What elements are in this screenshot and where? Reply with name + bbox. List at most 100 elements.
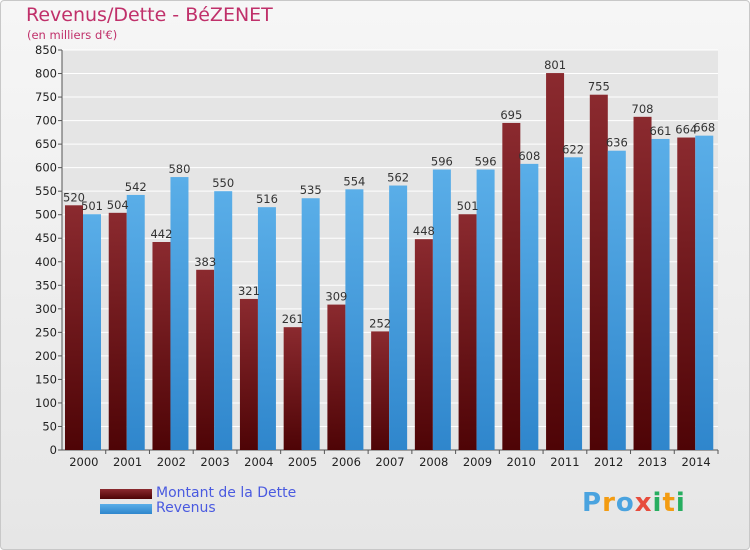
x-tick-label: 2003	[200, 455, 229, 469]
value-label: 516	[256, 192, 278, 206]
legend-swatch-dette	[100, 489, 152, 499]
value-label: 550	[212, 176, 234, 190]
x-tick-label: 2006	[332, 455, 361, 469]
proxiti-logo: Proxiti	[582, 488, 686, 518]
bar-revenus	[651, 138, 670, 451]
bar-revenus	[345, 189, 364, 450]
y-tick-label: 100	[35, 396, 57, 410]
bar-revenus	[564, 157, 583, 450]
logo-letter: t	[662, 488, 676, 518]
bars	[65, 73, 714, 451]
value-label: 661	[650, 124, 672, 138]
x-tick-label: 2011	[550, 455, 579, 469]
value-label: 562	[387, 171, 409, 185]
value-label: 608	[518, 149, 540, 163]
y-tick-label: 250	[35, 325, 57, 339]
value-label: 383	[194, 255, 216, 269]
value-label: 695	[500, 108, 522, 122]
bar-dette	[414, 239, 433, 450]
value-label: 321	[238, 284, 260, 298]
value-label: 622	[562, 142, 584, 156]
bar-revenus	[695, 135, 714, 450]
y-tick-label: 500	[35, 208, 57, 222]
bar-revenus	[476, 169, 495, 450]
value-label: 755	[588, 80, 610, 94]
bar-revenus	[520, 163, 539, 450]
bar-dette	[327, 304, 346, 450]
x-tick-label: 2010	[507, 455, 536, 469]
value-label: 668	[693, 121, 715, 135]
bar-dette	[152, 242, 171, 450]
value-label: 664	[675, 123, 697, 137]
bar-revenus	[432, 169, 451, 450]
y-tick-label: 650	[35, 137, 57, 151]
y-tick-label: 750	[35, 90, 57, 104]
y-tick-label: 0	[50, 443, 57, 457]
bar-revenus	[257, 207, 276, 450]
value-label: 596	[475, 155, 497, 169]
y-tick-label: 300	[35, 302, 57, 316]
value-label: 309	[325, 290, 347, 304]
y-tick-label: 600	[35, 161, 57, 175]
logo-letter: r	[602, 488, 616, 518]
value-label: 252	[369, 316, 391, 330]
bar-dette	[371, 331, 390, 450]
value-label: 520	[63, 190, 85, 204]
y-tick-label: 850	[35, 43, 57, 57]
logo-letter: P	[582, 488, 603, 518]
x-tick-label: 2002	[157, 455, 186, 469]
chart-title: Revenus/Dette - BéZENET	[26, 4, 273, 26]
bar-dette	[108, 212, 127, 450]
logo-letter: i	[675, 488, 686, 518]
value-label: 448	[413, 224, 435, 238]
value-label: 580	[168, 162, 190, 176]
bar-dette	[502, 122, 521, 451]
x-tick-label: 2000	[69, 455, 98, 469]
bar-revenus	[389, 185, 408, 450]
chart-subtitle: (en milliers d'€)	[27, 28, 118, 42]
value-label: 442	[150, 227, 172, 241]
value-label: 261	[282, 312, 304, 326]
value-label: 535	[300, 183, 322, 197]
value-label: 708	[632, 102, 654, 116]
y-tick-label: 550	[35, 184, 57, 198]
y-tick-label: 800	[35, 67, 57, 81]
bar-dette	[458, 214, 477, 450]
x-tick-label: 2012	[594, 455, 623, 469]
bar-dette	[239, 298, 258, 450]
bar-dette	[196, 269, 215, 450]
logo-letter: i	[652, 488, 663, 518]
x-tick-label: 2005	[288, 455, 317, 469]
value-label: 801	[544, 58, 566, 72]
bar-dette	[677, 137, 696, 450]
y-tick-label: 150	[35, 372, 57, 386]
y-tick-label: 450	[35, 231, 57, 245]
y-tick-label: 400	[35, 255, 57, 269]
y-tick-label: 50	[42, 419, 57, 433]
logo-letter: x	[634, 488, 653, 518]
bar-revenus	[126, 194, 145, 450]
x-tick-label: 2007	[375, 455, 404, 469]
bar-revenus	[170, 177, 189, 450]
bar-revenus	[607, 150, 626, 451]
x-tick-label: 2013	[638, 455, 667, 469]
value-label: 501	[457, 199, 479, 213]
logo-letter: o	[615, 488, 635, 518]
value-label: 542	[125, 180, 147, 194]
bar-dette	[589, 94, 608, 451]
value-labels: 520 501 504 542 442 580 383 550 321 516 261 535 309 5…	[63, 58, 715, 330]
bar-revenus	[301, 198, 320, 450]
legend-label-dette: Montant de la Dette	[156, 485, 297, 501]
value-label: 596	[431, 155, 453, 169]
value-label: 504	[107, 198, 129, 212]
y-tick-label: 200	[35, 349, 57, 363]
bar-dette	[546, 73, 565, 450]
x-tick-label: 2001	[113, 455, 142, 469]
x-tick-label: 2004	[244, 455, 273, 469]
x-tick-label: 2009	[463, 455, 492, 469]
bar-dette	[283, 327, 302, 450]
bar-dette	[65, 205, 83, 450]
value-label: 554	[343, 174, 365, 188]
bar-revenus	[214, 191, 233, 451]
